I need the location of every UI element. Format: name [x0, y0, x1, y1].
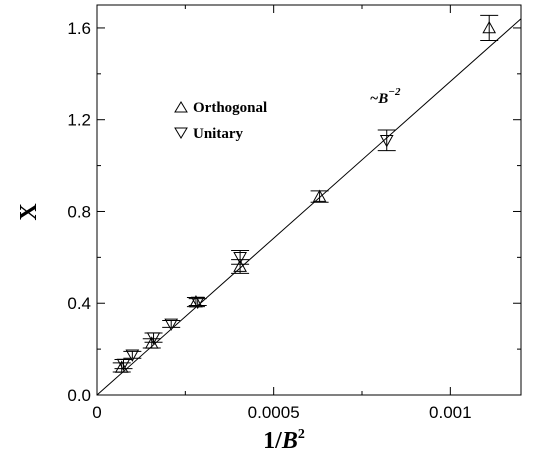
point-unitary [190, 296, 205, 310]
y-tick-label: 0.4 [67, 294, 91, 313]
point-unitary [116, 358, 131, 372]
y-tick-label: 1.2 [67, 111, 91, 130]
point-unitary [125, 349, 140, 362]
x-axis-label-main: 1/ [263, 428, 282, 454]
legend-orthogonal-marker [174, 101, 188, 113]
point-unitary [164, 318, 179, 331]
point-unitary [233, 252, 247, 265]
series-unitary [114, 129, 396, 372]
point-orthogonal [189, 295, 203, 308]
y-tick-label: 0.8 [67, 202, 91, 221]
x-axis-label-exp: 2 [298, 427, 305, 442]
y-tick-label: 1.6 [67, 19, 91, 38]
x-axis-label: 1/B2 [263, 427, 305, 454]
fit-annotation-prefix: ~ [370, 91, 379, 107]
point-unitary [379, 135, 394, 148]
legend-orthogonal-label: Orthogonal [193, 100, 267, 116]
fit-line [96, 18, 522, 396]
point-orthogonal [233, 259, 247, 272]
x-axis-label-var: B [281, 428, 298, 454]
fit-annotation: ~B−2 [370, 86, 401, 107]
y-axis-label: X [16, 203, 42, 221]
x-tick-label: 0.001 [429, 403, 472, 422]
x-tick-label: 0 [92, 403, 101, 422]
legend-unitary-label: Unitary [193, 126, 243, 142]
point-orthogonal [144, 336, 159, 349]
legend-unitary-marker [174, 127, 188, 139]
legend: Orthogonal Unitary [174, 100, 267, 142]
y-tick-label: 0.0 [67, 386, 91, 405]
plot-frame [96, 4, 522, 396]
point-orthogonal [312, 189, 327, 202]
fit-annotation-var: B [377, 91, 388, 107]
fit-annotation-exp: −2 [388, 86, 401, 98]
point-orthogonal [482, 20, 497, 34]
point-unitary [146, 332, 161, 345]
x-tick-label: 0.0005 [248, 403, 300, 422]
